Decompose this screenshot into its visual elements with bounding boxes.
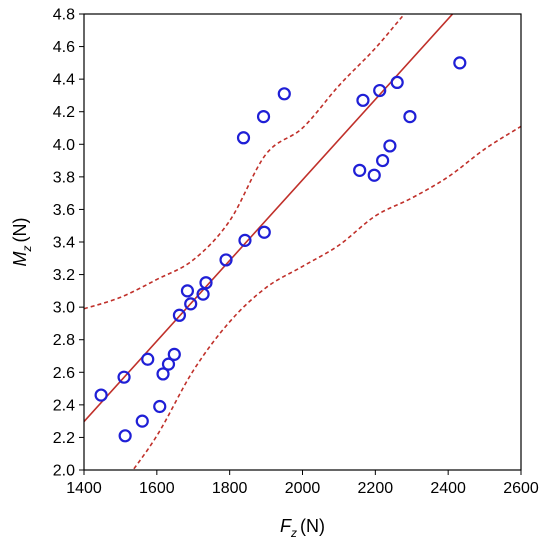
y-tick-label: 3.4 [53,235,75,252]
upper-confidence-band [84,14,406,310]
data-point [376,153,390,168]
y-tick-label: 4.4 [53,72,75,89]
y-tick-label: 2.0 [53,463,75,480]
x-tick-label: 2000 [285,480,321,497]
data-point [161,357,176,371]
data-point [184,297,198,311]
y-tick-label: 4.6 [53,39,75,56]
data-point [453,56,467,70]
data-point [117,370,131,384]
x-tick-label: 1600 [139,480,175,497]
data-point [256,109,271,124]
data-point [277,87,291,101]
data-points [94,56,467,443]
data-point [383,139,397,153]
data-point [353,163,367,177]
x-tick-label: 2600 [503,480,539,497]
y-axis-label: Mz(N) [10,218,34,267]
data-point [180,284,195,298]
y-tick-label: 4.0 [53,137,75,154]
data-point [118,429,132,443]
data-point [356,93,370,107]
data-point [257,225,271,239]
y-axis-ticks: 2.0 2.2 2.4 2.6 2.8 3.0 3.2 3.4 3.6 3.8 4.0 4.2 4.4 4… [53,7,84,480]
x-tick-label: 2400 [430,480,466,497]
y-tick-label: 4.2 [53,104,75,121]
y-tick-label: 2.2 [53,430,75,447]
data-point [141,352,155,366]
data-point [373,83,387,98]
y-tick-label: 3.6 [53,202,75,219]
regression-fit-line [84,14,454,423]
x-tick-label: 2200 [358,480,394,497]
y-tick-label: 3.2 [53,267,75,284]
data-point [367,168,381,182]
data-point [156,367,170,381]
y-tick-label: 2.4 [53,397,75,414]
y-tick-label: 2.8 [53,332,75,349]
y-tick-label: 2.6 [53,365,75,382]
x-axis-ticks: 1400 1600 1800 2000 2200 2400 2600 [66,470,539,497]
x-tick-label: 1400 [66,480,102,497]
x-tick-label: 1800 [212,480,248,497]
data-point [236,131,251,145]
data-point [94,388,108,402]
data-point [199,276,213,290]
data-point [238,233,252,247]
data-point [403,109,417,124]
x-axis-label: Fz (N) [280,516,325,540]
data-point [219,253,233,267]
y-tick-label: 3.0 [53,300,75,317]
data-point [390,75,404,90]
data-point [172,308,187,322]
y-tick-label: 4.8 [53,7,75,24]
plot-content [84,14,521,470]
y-tick-label: 3.8 [53,169,75,186]
plot-frame [83,13,522,471]
data-point [135,414,149,428]
lower-confidence-band [132,125,521,470]
data-point [153,399,167,414]
data-point [167,347,181,361]
